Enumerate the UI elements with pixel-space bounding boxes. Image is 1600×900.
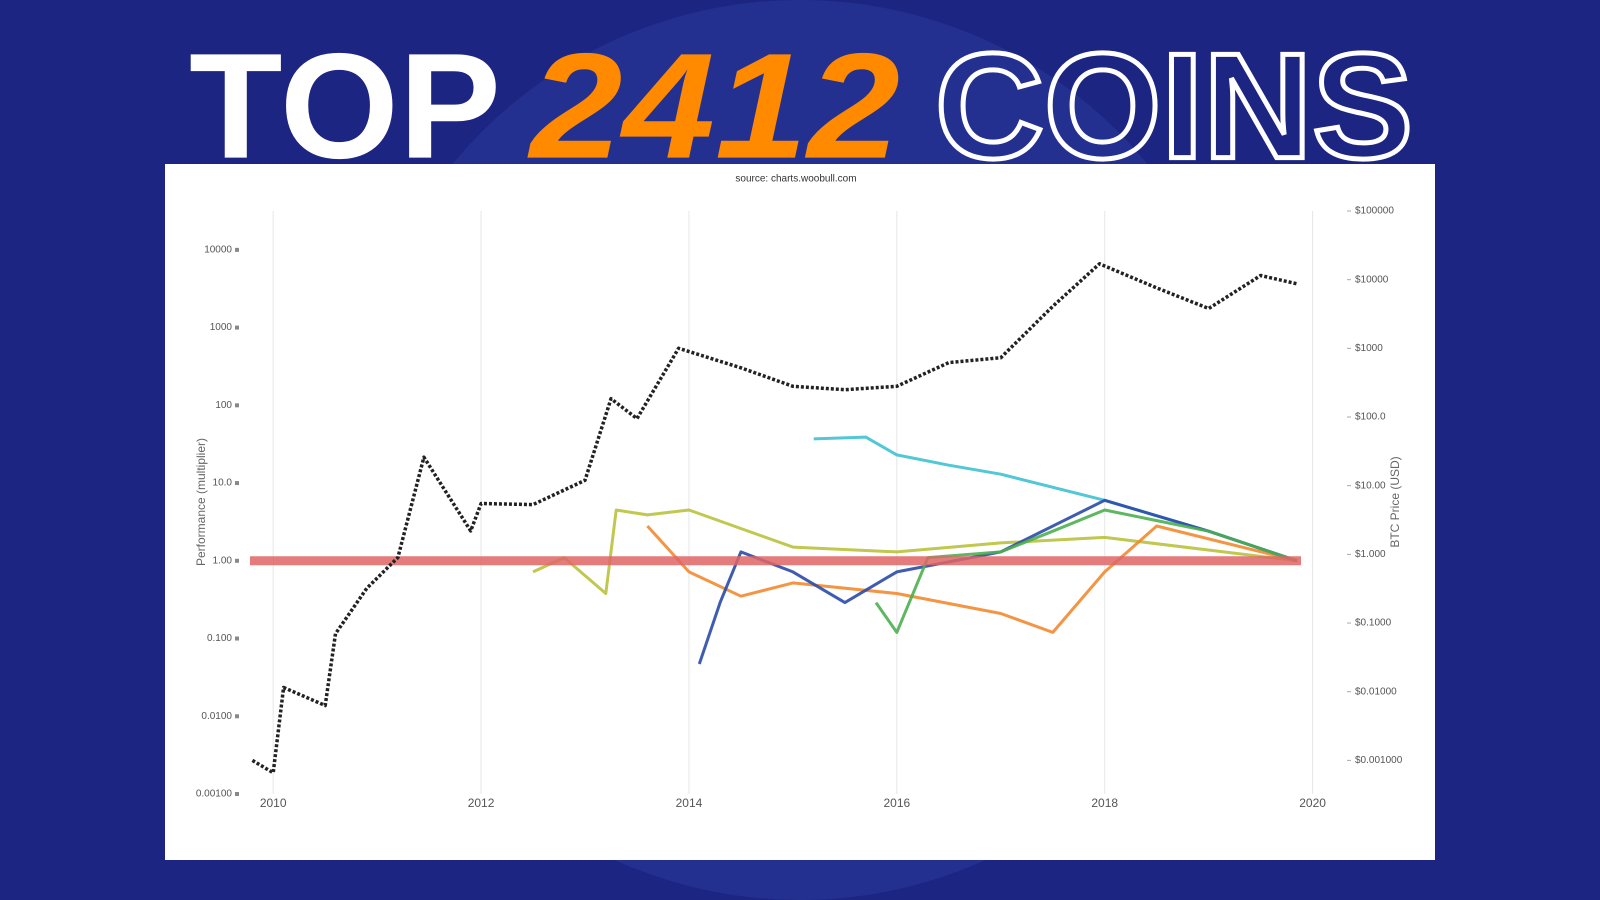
- y2-tick-label: $10.00: [1355, 480, 1386, 491]
- series-line: [251, 262, 1298, 775]
- y-tick-label: 1000: [210, 322, 233, 333]
- y2-tick-label: $1.000: [1355, 549, 1386, 560]
- series-line: [697, 498, 1298, 665]
- y2-tick-label: $0.01000: [1355, 686, 1397, 697]
- chart-subtitle: source: charts.woobull.com: [735, 174, 856, 185]
- y-tick-label: 0.00100: [196, 789, 233, 800]
- y-tick-mark: [235, 636, 239, 641]
- series-line: [532, 508, 1298, 595]
- y2-tick-label: $0.001000: [1355, 755, 1403, 766]
- y-tick-mark: [235, 481, 239, 486]
- x-tick-label: 2020: [1299, 796, 1326, 810]
- y-tick-mark: [235, 792, 239, 796]
- y-tick-label: 0.0100: [201, 711, 232, 722]
- y2-tick-label: $0.1000: [1355, 618, 1392, 629]
- y-tick-mark: [235, 325, 239, 330]
- y2-tick-label: $10000: [1355, 274, 1389, 285]
- y-tick-mark: [235, 558, 239, 563]
- y-tick-label: 0.100: [207, 633, 232, 644]
- y-tick-mark: [235, 247, 239, 252]
- y-axis-label: Performance (multiplier): [194, 438, 208, 566]
- x-tick-label: 2010: [260, 796, 287, 810]
- title-word: COINS: [935, 22, 1413, 190]
- x-tick-label: 2018: [1091, 796, 1118, 810]
- plot: 2010 2012 2014 2016 2018 2020 0.00100 0.0100 0.1…: [196, 206, 1403, 811]
- y-tick-label: 10000: [204, 245, 232, 256]
- y-tick-mark: [235, 403, 239, 408]
- x-tick-label: 2014: [676, 796, 703, 810]
- y-tick-label: 100: [215, 400, 232, 411]
- series-line: [646, 524, 1298, 634]
- y-tick-label: 10.0: [213, 478, 233, 489]
- y2-tick-label: $1000: [1355, 343, 1383, 354]
- y-tick-mark: [235, 714, 239, 719]
- chart-panel: [165, 164, 1435, 860]
- x-tick-label: 2012: [468, 796, 495, 810]
- y-tick-label: 1.00: [213, 555, 233, 566]
- y2-axis-label: BTC Price (USD): [1388, 456, 1402, 547]
- y2-tick-label: $100.0: [1355, 412, 1386, 423]
- series-line: [874, 508, 1298, 634]
- y2-tick-label: $100000: [1355, 206, 1394, 217]
- title-number: 2412: [527, 22, 900, 190]
- x-tick-label: 2016: [883, 796, 910, 810]
- title-word: TOP: [189, 22, 501, 190]
